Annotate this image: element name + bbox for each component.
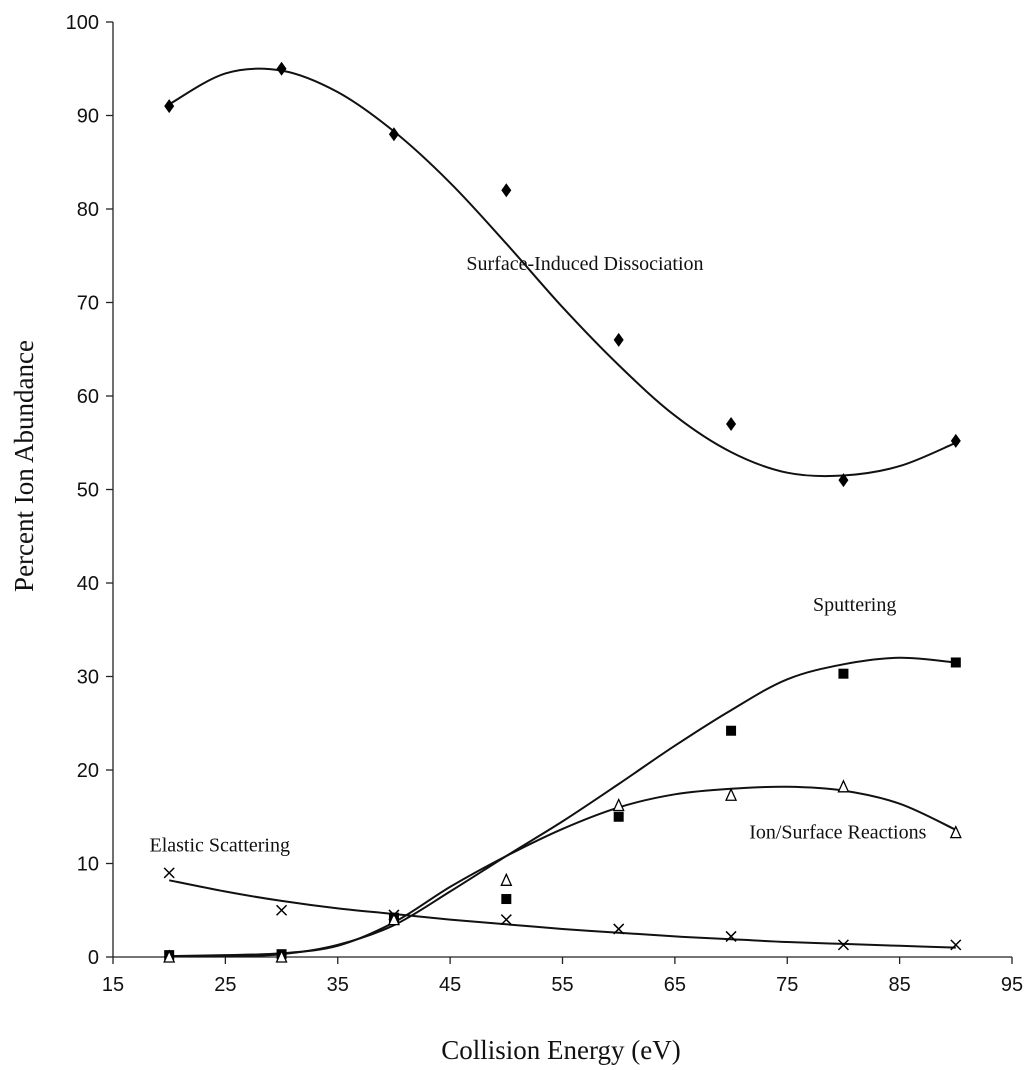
y-tick-label: 30 [77, 667, 99, 689]
x-tick-label: 85 [889, 974, 911, 996]
surface-induced-dissociation-point [613, 332, 624, 347]
x-tick-label: 55 [551, 974, 573, 996]
elastic-scattering-point [613, 923, 625, 935]
surface-induced-dissociation-point [950, 433, 961, 448]
ion-surface-reactions-point [725, 787, 738, 801]
elastic-scattering-point [163, 867, 175, 879]
surface-induced-dissociation-fit-line [168, 67, 957, 478]
y-tick-label: 100 [66, 12, 99, 34]
sputtering-point [613, 811, 624, 822]
data-markers [163, 61, 962, 963]
x-tick-label: 95 [1001, 974, 1023, 996]
elastic-scattering-point [950, 939, 962, 951]
y-tick-label: 10 [77, 854, 99, 876]
ion-surface-reactions-point [500, 872, 513, 886]
ion-surface-reactions-point [275, 949, 288, 963]
surface-induced-dissociation-point [501, 183, 512, 198]
surface-induced-dissociation-point [388, 127, 399, 142]
sputtering-point [950, 657, 961, 668]
surface-induced-dissociation-point [276, 61, 287, 76]
elastic-scattering-label: Elastic Scattering [149, 834, 290, 856]
surface-induced-dissociation-point [726, 417, 737, 432]
surface-induced-dissociation-point [164, 99, 175, 114]
sputtering-point [726, 725, 737, 736]
elastic-scattering-point [725, 930, 737, 942]
elastic-scattering-point [837, 939, 849, 951]
y-axis-title: Percent Ion Abundance [9, 340, 39, 592]
x-tick-label: 65 [664, 974, 686, 996]
y-tick-label: 80 [77, 199, 99, 221]
y-tick-label: 20 [77, 760, 99, 782]
elastic-scattering-fit-line [169, 879, 956, 949]
y-tick-label: 70 [77, 293, 99, 315]
ion-surface-reactions-point [387, 912, 400, 926]
sputtering-fit-line [169, 656, 956, 958]
x-tick-label: 15 [102, 974, 124, 996]
y-tick-label: 60 [77, 386, 99, 408]
sputtering-point [501, 894, 512, 905]
y-tick-label: 40 [77, 573, 99, 595]
elastic-scattering-point [276, 904, 288, 916]
surface-induced-dissociation-label: Surface-Induced Dissociation [466, 253, 703, 275]
ion-surface-reactions-fit-line [169, 785, 957, 958]
y-tick-label: 0 [88, 947, 99, 969]
x-tick-label: 25 [214, 974, 236, 996]
x-tick-label: 75 [776, 974, 798, 996]
elastic-scattering-point [388, 909, 400, 921]
ion-surface-reactions-point [612, 797, 625, 812]
elastic-scattering-point [500, 914, 512, 926]
ion-surface-reactions-label: Ion/Surface Reactions [749, 821, 926, 843]
x-tick-label: 35 [327, 974, 349, 996]
sputtering-label: Sputtering [813, 594, 896, 616]
sputtering-point [838, 668, 849, 679]
x-axis-title: Collision Energy (eV) [441, 1035, 680, 1065]
series-labels: Surface-Induced Dissociation Sputtering Io… [149, 253, 926, 857]
ion-surface-reactions-point [837, 779, 850, 793]
surface-induced-dissociation-point [838, 473, 849, 488]
ion-surface-reactions-point [949, 825, 962, 839]
y-tick-label: 90 [77, 106, 99, 128]
fit-curves [168, 67, 957, 958]
x-tick-label: 45 [439, 974, 461, 996]
axes: 0 10 20 30 40 50 60 70 80 90 100 15 25 35 45 55 65 75 85 95 [66, 12, 1024, 996]
ion-surface-reactions-point [163, 949, 176, 963]
y-tick-label: 50 [77, 480, 99, 502]
